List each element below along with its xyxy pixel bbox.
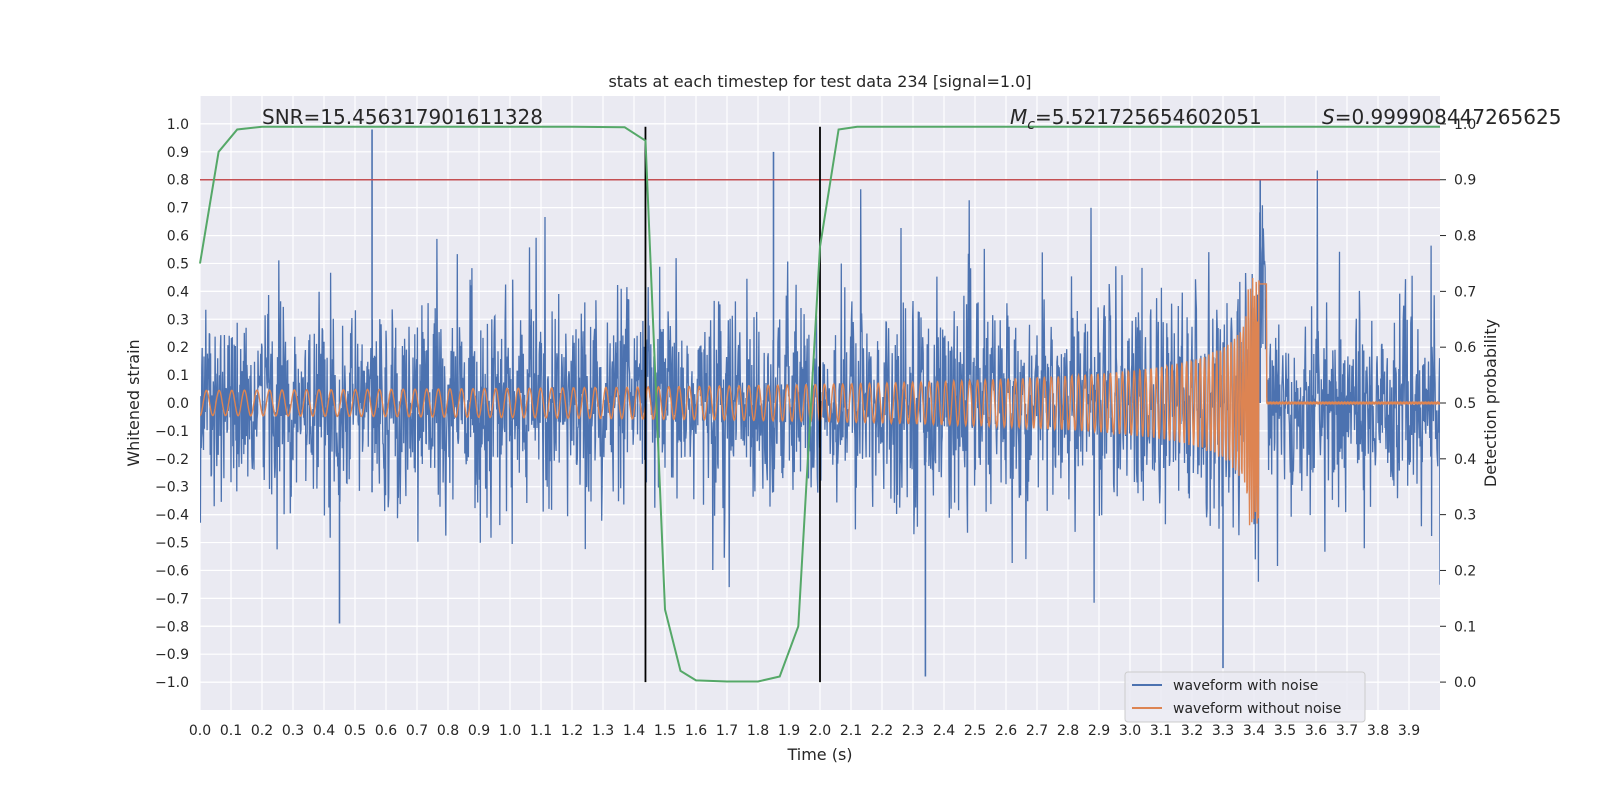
y-tick-label: 0.6	[167, 229, 189, 245]
x-tick-label: 3.0	[1119, 723, 1141, 739]
y-tick-label: −0.6	[155, 563, 189, 579]
x-tick-label: 2.7	[1026, 723, 1048, 739]
x-tick-label: 1.5	[654, 723, 676, 739]
y2-tick-label: 0.8	[1454, 229, 1476, 245]
y-tick-label: 0.9	[167, 145, 189, 161]
x-tick-label: 3.7	[1336, 723, 1358, 739]
chirp-mass-value: =5.521725654602051	[1035, 105, 1262, 129]
x-tick-label: 3.1	[1150, 723, 1172, 739]
x-tick-label: 3.8	[1367, 723, 1389, 739]
x-tick-label: 2.6	[995, 723, 1017, 739]
x-tick-label: 1.7	[716, 723, 738, 739]
y-tick-label: −0.1	[155, 424, 189, 440]
x-tick-label: 3.4	[1243, 723, 1265, 739]
x-tick-label: 3.5	[1274, 723, 1296, 739]
y-tick-label: −0.3	[155, 480, 189, 496]
legend-label-clean: waveform without noise	[1173, 701, 1341, 717]
y-tick-label: −0.2	[155, 452, 189, 468]
x-tick-label: 0.6	[375, 723, 397, 739]
y2-tick-label: 0.6	[1454, 340, 1476, 356]
y2-tick-label: 0.5	[1454, 396, 1476, 412]
y2-tick-label: 0.7	[1454, 284, 1476, 300]
y-tick-label: 0.8	[167, 173, 189, 189]
series-probability-line	[199, 125, 1440, 683]
x-tick-label: 0.2	[251, 723, 273, 739]
x-axis-label: Time (s)	[786, 745, 852, 764]
x-tick-label: 3.9	[1398, 723, 1420, 739]
x-tick-label: 1.6	[685, 723, 707, 739]
chirp-mass-annotation: Mc=5.521725654602051	[1010, 105, 1262, 133]
y-tick-label: 0.0	[167, 396, 189, 412]
legend: waveform with noise waveform without noi…	[1124, 671, 1366, 723]
x-tick-label: 3.2	[1181, 723, 1203, 739]
x-tick-label: 3.3	[1212, 723, 1234, 739]
x-tick-label: 1.3	[592, 723, 614, 739]
y-tick-label: 0.1	[167, 368, 189, 384]
y-tick-label: −0.9	[155, 647, 189, 663]
x-tick-label: 0.8	[437, 723, 459, 739]
y-tick-label: 0.5	[167, 256, 189, 272]
x-tick-label: 2.4	[933, 723, 955, 739]
x-tick-label: 2.1	[840, 723, 862, 739]
x-tick-label: 0.1	[220, 723, 242, 739]
score-annotation: S=0.999908447265625	[1322, 105, 1561, 129]
y-tick-label: −0.7	[155, 591, 189, 607]
x-tick-labels: 0.0 0.1 0.2 0.3 0.4 0.5 0.6 0.7 0.8 0.9 1.0 1.1 1.2 1…	[189, 723, 1420, 739]
x-tick-label: 2.3	[902, 723, 924, 739]
score-value: =0.999908447265625	[1335, 105, 1562, 129]
y2-tick-label: 1.0	[1454, 117, 1476, 133]
x-tick-label: 1.9	[778, 723, 800, 739]
x-tick-label: 0.4	[313, 723, 335, 739]
x-tick-label: 2.0	[809, 723, 831, 739]
y-tick-label: −0.5	[155, 536, 189, 552]
x-tick-label: 0.9	[468, 723, 490, 739]
x-tick-label: 0.3	[282, 723, 304, 739]
chirp-mass-subscript: c	[1027, 117, 1035, 133]
y-tick-label: 1.0	[167, 117, 189, 133]
chart-title: stats at each timestep for test data 234…	[608, 72, 1031, 91]
probability-layer	[199, 125, 1440, 683]
x-tick-label: 2.8	[1057, 723, 1079, 739]
y-axis-label: Whitened strain	[124, 339, 143, 466]
x-tick-label: 1.2	[561, 723, 583, 739]
y2-tick-label: 0.9	[1454, 173, 1476, 189]
x-tick-label: 2.9	[1088, 723, 1110, 739]
y2-tick-labels: 1.0 0.9 0.8 0.7 0.6 0.5 0.4 0.3 0.2 0.1 0.0	[1440, 117, 1476, 691]
y-tick-label: 0.2	[167, 340, 189, 356]
x-tick-label: 2.5	[964, 723, 986, 739]
x-tick-label: 0.5	[344, 723, 366, 739]
y-tick-label: 0.7	[167, 201, 189, 217]
y2-tick-label: 0.4	[1454, 452, 1476, 468]
y-tick-label: −0.8	[155, 619, 189, 635]
snr-annotation: SNR=15.456317901611328	[262, 105, 543, 129]
x-tick-label: 1.4	[623, 723, 645, 739]
y2-tick-label: 0.0	[1454, 675, 1476, 691]
x-tick-label: 0.7	[406, 723, 428, 739]
y2-tick-label: 0.2	[1454, 563, 1476, 579]
x-tick-label: 3.6	[1305, 723, 1327, 739]
score-symbol: S	[1322, 105, 1335, 129]
y2-axis-label: Detection probability	[1481, 319, 1500, 487]
y2-tick-label: 0.1	[1454, 619, 1476, 635]
legend-box	[1124, 671, 1366, 723]
x-tick-label: 0.0	[189, 723, 211, 739]
x-tick-label: 2.2	[871, 723, 893, 739]
x-tick-label: 1.1	[530, 723, 552, 739]
y2-tick-label: 0.3	[1454, 508, 1476, 524]
legend-label-noise: waveform with noise	[1173, 678, 1318, 694]
x-tick-label: 1.8	[747, 723, 769, 739]
y-tick-label: 0.3	[167, 312, 189, 328]
chirp-mass-symbol: M	[1010, 105, 1027, 129]
x-tick-label: 1.0	[499, 723, 521, 739]
y-tick-label: −1.0	[155, 675, 189, 691]
y-tick-labels: 1.0 0.9 0.8 0.7 0.6 0.5 0.4 0.3 0.2 0.1 0.0 −0.1 −0.…	[155, 117, 189, 691]
y-tick-label: 0.4	[167, 284, 189, 300]
y-tick-label: −0.4	[155, 508, 189, 524]
